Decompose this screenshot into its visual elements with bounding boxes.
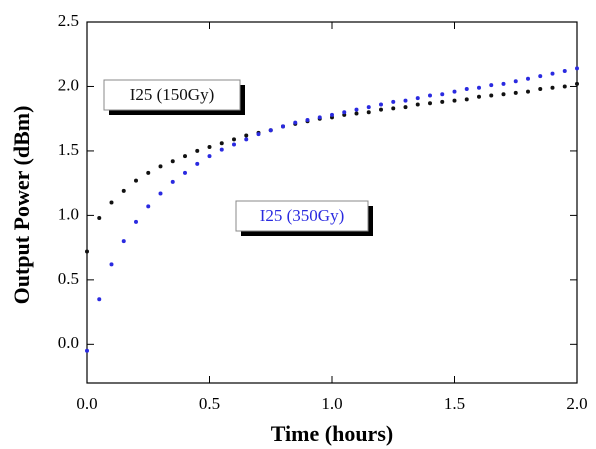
data-point	[526, 76, 530, 81]
data-point	[134, 178, 138, 183]
y-tick-label: 0.5	[58, 269, 79, 288]
data-point	[183, 154, 187, 159]
data-point	[219, 141, 224, 146]
x-tick-label: 2.0	[566, 394, 587, 413]
data-point	[183, 170, 187, 175]
data-point	[575, 81, 579, 86]
data-point	[477, 94, 481, 99]
data-point	[109, 262, 114, 267]
data-point	[513, 90, 518, 95]
x-tick-label: 0.5	[199, 394, 220, 413]
y-tick-label: 0.0	[58, 333, 79, 352]
x-tick-label: 0.0	[76, 394, 97, 413]
data-point	[489, 83, 494, 88]
data-point	[293, 120, 298, 125]
data-point	[366, 105, 371, 110]
y-tick-label: 1.0	[58, 204, 79, 223]
x-tick-label: 1.5	[444, 394, 465, 413]
data-point	[121, 239, 126, 244]
data-point	[403, 98, 408, 103]
data-point	[256, 132, 261, 137]
data-point	[158, 164, 163, 169]
data-point	[207, 145, 212, 150]
y-tick-label: 1.5	[58, 140, 79, 159]
data-point	[464, 97, 469, 102]
data-point	[342, 110, 347, 115]
data-point	[501, 92, 506, 97]
data-point	[317, 115, 322, 120]
y-tick-label: 2.5	[58, 11, 79, 30]
data-point	[146, 204, 151, 209]
data-point	[403, 105, 408, 110]
data-point	[526, 89, 530, 94]
data-point	[121, 188, 126, 193]
data-point	[85, 348, 89, 353]
data-point	[244, 133, 249, 138]
data-point	[477, 85, 481, 90]
data-point	[97, 215, 102, 220]
data-point	[195, 148, 200, 153]
data-point	[562, 84, 567, 89]
data-point	[207, 154, 212, 159]
data-point	[232, 137, 236, 142]
data-point	[354, 111, 359, 116]
data-point	[391, 99, 396, 104]
y-tick-label: 2.0	[58, 75, 79, 94]
data-point	[354, 107, 359, 112]
data-point	[550, 85, 555, 90]
data-point	[146, 170, 151, 175]
data-point	[452, 98, 457, 103]
data-point	[415, 96, 420, 101]
data-point	[440, 92, 445, 97]
data-point	[97, 297, 102, 302]
data-point	[428, 101, 432, 106]
data-point	[85, 249, 89, 254]
y-axis-title: Output Power (dBm)	[9, 106, 34, 305]
data-point	[575, 66, 579, 71]
data-point	[366, 110, 371, 115]
data-point	[232, 142, 236, 147]
data-point	[379, 102, 383, 107]
x-tick-label: 1.0	[321, 394, 342, 413]
data-point	[195, 161, 200, 166]
x-axis-title: Time (hours)	[271, 421, 393, 446]
data-point	[452, 89, 457, 94]
data-point	[428, 93, 432, 98]
data-point	[158, 191, 163, 196]
data-point	[550, 71, 555, 76]
data-point	[464, 87, 469, 92]
data-point	[305, 117, 310, 122]
data-point	[562, 68, 567, 73]
data-point	[415, 102, 420, 107]
data-point	[379, 107, 383, 112]
data-point	[109, 200, 114, 205]
legend-label: I25 (150Gy)	[130, 85, 215, 104]
data-point	[268, 128, 273, 133]
data-point	[170, 159, 175, 164]
data-point	[281, 124, 285, 129]
data-point	[440, 99, 445, 104]
legend-label: I25 (350Gy)	[260, 206, 345, 225]
legend-box	[235, 200, 369, 232]
data-point	[244, 137, 249, 142]
data-point	[170, 179, 175, 184]
data-point	[330, 112, 334, 117]
data-point	[489, 93, 494, 98]
data-point	[501, 81, 506, 86]
data-point	[538, 74, 543, 79]
data-point	[219, 147, 224, 152]
legend-box	[103, 79, 241, 111]
data-point	[391, 106, 396, 111]
data-point	[538, 87, 543, 92]
data-point	[513, 79, 518, 84]
data-point	[134, 219, 138, 224]
